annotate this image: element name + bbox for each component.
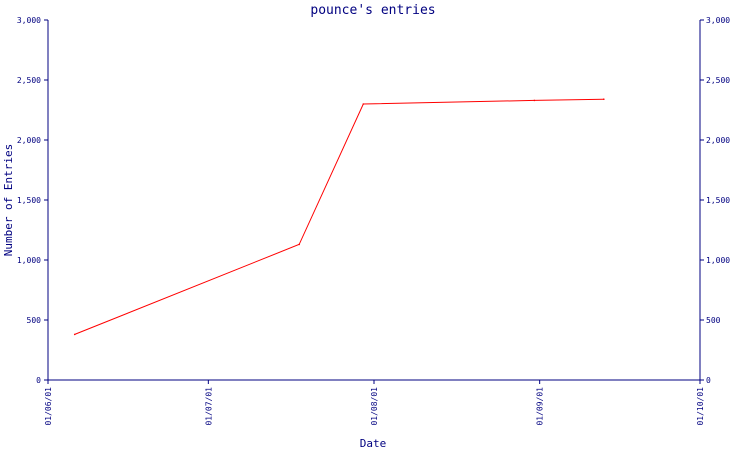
x-tick-label: 01/07/01 xyxy=(204,387,213,426)
y-tick-label-left: 2,000 xyxy=(17,136,41,145)
y-tick-label-left: 3,000 xyxy=(17,16,41,25)
y-tick-label-right: 1,500 xyxy=(706,196,730,205)
x-axis-label: Date xyxy=(360,437,387,450)
y-tick-label-left: 500 xyxy=(27,316,42,325)
series-line xyxy=(74,98,604,335)
x-tick-label: 01/06/01 xyxy=(44,387,53,426)
data-point xyxy=(362,103,365,105)
data-point xyxy=(73,333,76,336)
y-tick-label-right: 3,000 xyxy=(706,16,730,25)
y-axis-label: Number of Entries xyxy=(2,144,15,257)
chart-title: pounce's entries xyxy=(310,3,435,18)
y-tick-label-left: 2,500 xyxy=(17,76,41,85)
y-tick-label-right: 2,500 xyxy=(706,76,730,85)
plot-frame xyxy=(47,20,701,381)
y-tick-label-left: 0 xyxy=(36,376,41,385)
y-tick-label-right: 1,000 xyxy=(706,256,730,265)
y-ticks-left: 0 500 1,000 1,500 2,000 2,500 3,000 xyxy=(17,16,48,385)
y-tick-label-left: 1,000 xyxy=(17,256,41,265)
y-ticks-right: 0 500 1,000 1,500 2,000 2,500 3,000 xyxy=(700,16,730,385)
data-point xyxy=(603,98,605,100)
series-layer xyxy=(73,98,605,336)
y-tick-label-right: 500 xyxy=(706,316,721,325)
x-ticks: 01/06/01 01/07/01 01/08/01 01/09/01 01/10/01 xyxy=(44,380,705,426)
x-tick-label: 01/09/01 xyxy=(536,387,545,426)
y-tick-label-left: 1,500 xyxy=(17,196,41,205)
x-tick-label: 01/08/01 xyxy=(370,387,379,426)
data-point xyxy=(533,99,536,102)
y-tick-label-right: 0 xyxy=(706,376,711,385)
y-tick-label-right: 2,000 xyxy=(706,136,730,145)
data-point xyxy=(298,243,300,246)
x-tick-label: 01/10/01 xyxy=(696,387,705,426)
